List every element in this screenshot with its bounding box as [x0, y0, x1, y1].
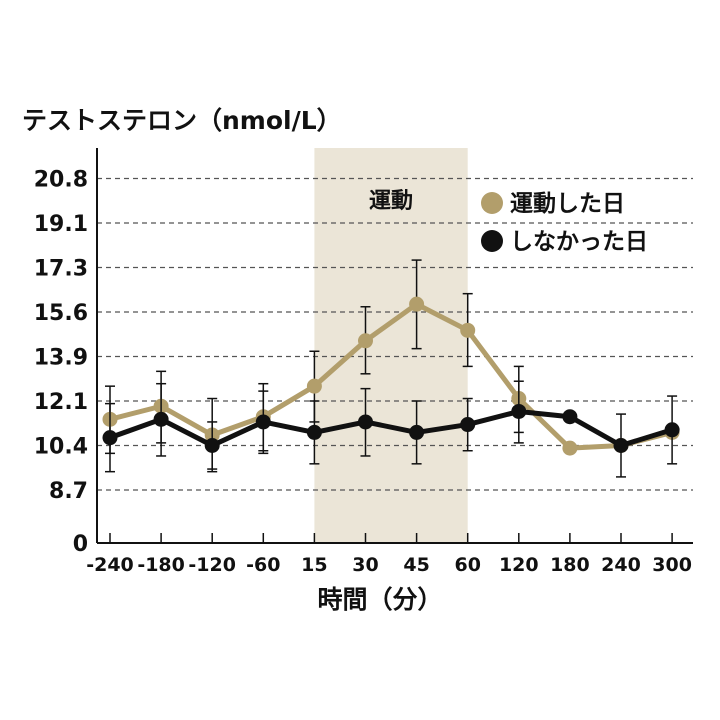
x-axis-title: 時間（分） [317, 585, 442, 614]
y-tick-label: 20.8 [34, 168, 88, 193]
y-tick-label: 19.1 [34, 212, 88, 237]
x-tick-label: 300 [652, 554, 692, 576]
data-point [511, 403, 527, 419]
y-tick-label: 15.6 [34, 301, 88, 326]
x-tick-label: 60 [454, 554, 480, 576]
y-tick-label: 8.7 [49, 479, 88, 504]
gridlines [97, 177, 693, 491]
data-point [358, 414, 373, 430]
data-point [460, 417, 476, 433]
series-line [107, 408, 675, 448]
x-tick-label: -180 [137, 554, 185, 576]
legend-label: しなかった日 [510, 229, 648, 255]
legend-item: しなかった日 [481, 229, 648, 255]
exercise-band [314, 148, 468, 543]
x-tick-label: -240 [86, 554, 134, 576]
x-tick-label: 180 [550, 554, 590, 576]
series-rest-day [102, 380, 680, 478]
y-tick-label: 17.3 [34, 257, 88, 282]
data-point [664, 422, 680, 438]
x-tick-label: 240 [601, 554, 641, 576]
y-tick-label: 10.4 [34, 435, 88, 460]
y-tick-labels: 0 8.7 10.4 12.1 13.9 15.6 17.3 19.1 20.8 [34, 168, 88, 558]
legend-marker [481, 230, 503, 252]
y-tick-label: 12.1 [34, 390, 88, 415]
legend-item: 運動した日 [481, 191, 625, 217]
data-point [204, 438, 220, 453]
data-point [102, 430, 118, 446]
x-tick-label: -60 [246, 554, 280, 576]
axes [96, 148, 693, 544]
y-tick-label: 13.9 [34, 346, 88, 371]
data-point [358, 333, 373, 349]
data-point [562, 440, 578, 456]
data-point [460, 322, 476, 338]
x-tick-labels: -240 -180 -120 -60 15 30 45 60 120 180 240 300 [86, 533, 692, 576]
y-axis-title: テストステロン（nmol/L） [22, 106, 342, 135]
data-point [306, 424, 322, 440]
series-line [107, 301, 675, 451]
x-tick-label: 120 [499, 554, 539, 576]
legend-marker [481, 192, 503, 214]
x-tick-label: 45 [403, 554, 429, 576]
data-point [613, 438, 629, 453]
data-point [562, 409, 578, 425]
exercise-band-label: 運動 [369, 189, 413, 214]
x-tick-label: -120 [188, 554, 236, 576]
legend-label: 運動した日 [510, 191, 625, 217]
x-tick-label: 30 [352, 554, 378, 576]
data-point [306, 378, 322, 394]
y-tick-label: 0 [73, 532, 88, 557]
data-point [409, 296, 425, 312]
data-point [255, 414, 271, 430]
x-tick-label: 15 [301, 554, 327, 576]
plot-area [102, 259, 680, 478]
data-point [153, 411, 169, 427]
data-point [409, 424, 425, 440]
